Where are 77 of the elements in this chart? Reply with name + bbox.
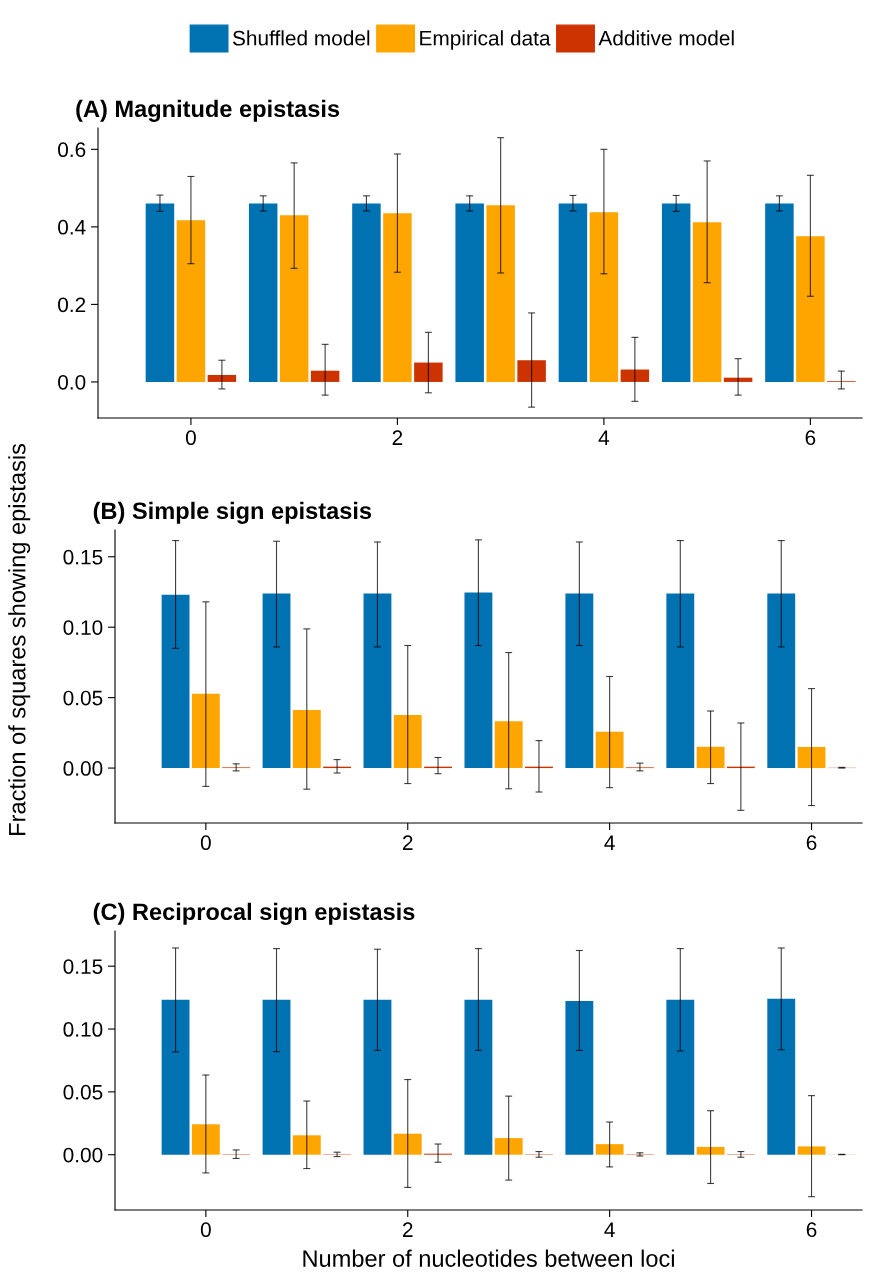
bar <box>765 203 794 382</box>
bar <box>796 236 825 382</box>
bar <box>464 999 493 1155</box>
bar <box>692 222 722 382</box>
legend-label: Empirical data <box>420 30 551 50</box>
bar <box>517 360 546 382</box>
chart-title: (B) Simple sign epistasis <box>93 501 372 524</box>
x-tick-label: 4 <box>604 835 615 850</box>
bar <box>767 593 796 769</box>
bar <box>352 203 381 382</box>
bar <box>565 1001 594 1155</box>
bar <box>558 203 588 382</box>
bar <box>393 1133 422 1155</box>
bar <box>145 203 175 382</box>
y-tick-label: 0.05 <box>63 690 103 706</box>
bar <box>191 693 220 769</box>
y-axis-title: Fraction of squares showing epistasis <box>8 443 31 835</box>
x-tick-label: 2 <box>403 835 413 850</box>
bar <box>696 1146 725 1155</box>
bar <box>486 205 515 382</box>
bar <box>696 746 725 769</box>
bar <box>363 999 392 1155</box>
bar <box>666 999 695 1155</box>
legend-label: Additive model <box>598 30 734 46</box>
legend-label: Shuffled model <box>232 30 370 46</box>
bar <box>279 215 309 382</box>
y-tick-label: 0.00 <box>63 761 103 776</box>
chart-title: (A) Magnitude epistasis <box>76 99 340 122</box>
y-tick-label: 0.4 <box>58 219 86 235</box>
bar <box>363 593 392 769</box>
bar <box>262 999 291 1155</box>
bar <box>248 203 278 382</box>
bar <box>797 1146 826 1155</box>
y-tick-label: 0.00 <box>63 1147 103 1163</box>
bar <box>292 1135 321 1155</box>
bar <box>595 731 624 769</box>
x-tick-label: 4 <box>598 430 610 445</box>
x-tick-label: 6 <box>806 835 817 851</box>
x-tick-label: 2 <box>403 1222 413 1237</box>
bar <box>595 1144 624 1155</box>
y-tick-label: 0.15 <box>63 959 103 974</box>
bar <box>191 1124 220 1155</box>
chart-title: (C) Reciprocal sign epistasis <box>93 902 415 925</box>
x-tick-label: 6 <box>805 430 816 446</box>
bar <box>262 593 291 769</box>
x-tick-label: 0 <box>185 430 196 446</box>
x-tick-label: 0 <box>200 835 211 851</box>
bar <box>797 746 826 769</box>
y-tick-label: 0.10 <box>63 1022 103 1037</box>
bar <box>464 592 493 769</box>
bar <box>414 362 443 382</box>
bar <box>666 593 695 769</box>
y-tick-label: 0.15 <box>63 549 103 565</box>
y-tick-label: 0.10 <box>63 620 103 635</box>
y-tick-label: 0.6 <box>58 142 86 158</box>
x-axis-title: Number of nucleotides between loci <box>303 1249 674 1267</box>
bar <box>661 203 691 382</box>
bar <box>589 212 619 382</box>
bar <box>383 213 412 382</box>
y-tick-label: 0.2 <box>58 297 86 313</box>
y-tick-label: 0.0 <box>58 374 86 390</box>
x-tick-label: 0 <box>200 1222 211 1238</box>
x-tick-label: 4 <box>604 1222 615 1237</box>
bar <box>393 714 422 769</box>
x-tick-label: 2 <box>392 430 403 445</box>
bar <box>494 721 523 769</box>
bar <box>455 203 484 382</box>
bar <box>494 1138 523 1155</box>
bar <box>292 709 321 769</box>
bar <box>161 594 190 769</box>
bar <box>176 220 206 382</box>
bar <box>207 374 237 382</box>
bar <box>767 998 796 1155</box>
x-tick-label: 6 <box>806 1222 817 1238</box>
bar <box>161 999 190 1155</box>
y-tick-label: 0.05 <box>63 1084 103 1100</box>
bar <box>565 593 594 769</box>
